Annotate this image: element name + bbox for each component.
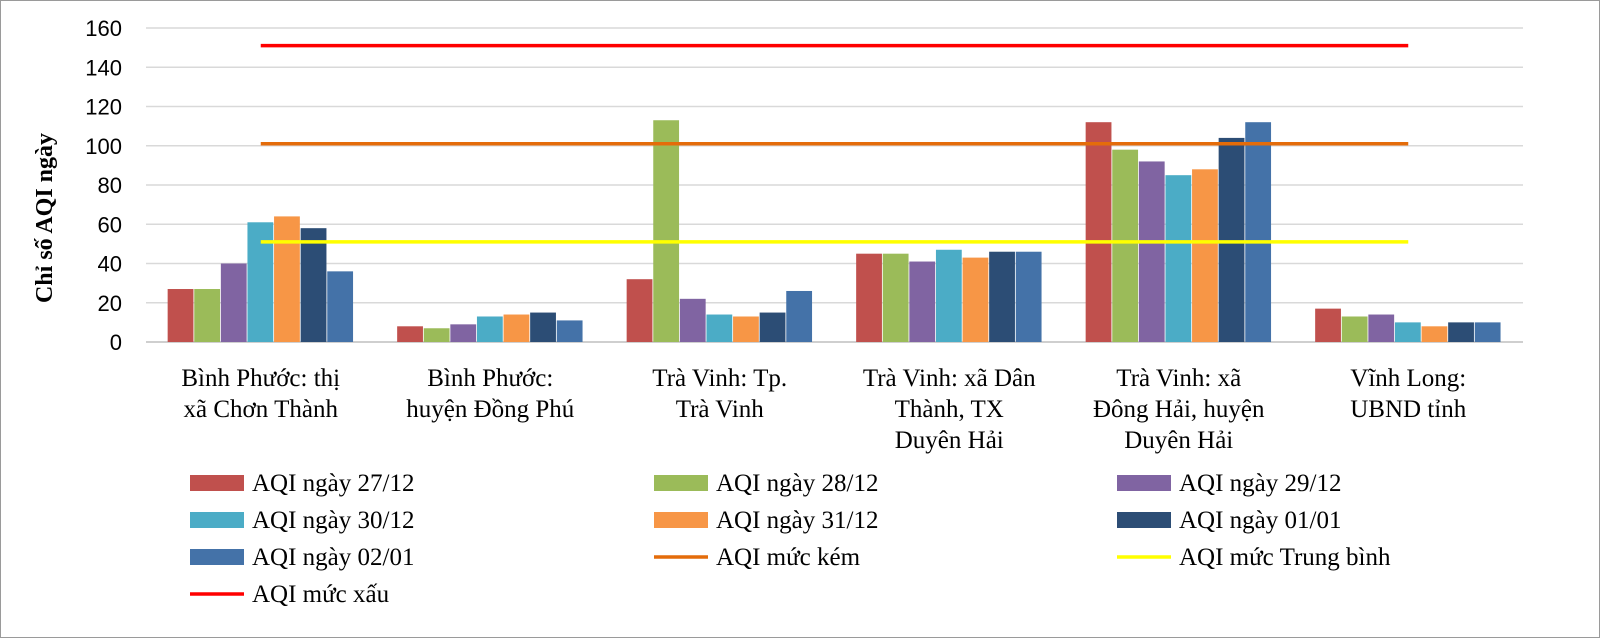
x-axis-categories: Bình Phước: thị xã Chơn Thành Bình Phước: h… [181,365,1466,454]
bar [626,279,653,342]
x-tick-label: Bình Phước: thị [181,365,340,392]
x-tick-label: Trà Vinh: xã [1116,365,1241,392]
bar [786,290,813,342]
bar [1368,314,1395,342]
bar [274,216,300,342]
bar [1341,316,1368,342]
bar [1015,251,1042,342]
bar [476,316,503,342]
legend-swatch [654,512,708,528]
bar [397,326,423,342]
x-tick-label: Trà Vinh: xã Dân [863,365,1036,392]
y-tick-label: 160 [85,16,122,41]
bar [530,312,556,342]
legend-swatch [1117,475,1171,491]
bar [556,320,583,342]
legend-label: AQI mức xấu [252,581,390,608]
x-tick-label: Duyên Hải [895,427,1004,454]
legend-swatch [190,549,244,565]
legend-swatch [190,475,244,491]
y-tick-label: 100 [85,134,122,159]
y-tick-label: 140 [85,55,122,80]
bar [300,228,327,342]
bar [194,289,221,342]
bar [423,328,450,342]
x-tick-label: Trà Vinh [676,396,765,423]
bar [1315,308,1341,342]
legend-label: AQI ngày 27/12 [252,470,414,497]
bar [653,120,680,342]
x-tick-label: Thành, TX [895,396,1004,423]
bar [1112,149,1139,342]
y-axis-label: Chỉ số AQI ngày [32,133,58,303]
legend-swatch [1117,512,1171,528]
legend-label: AQI ngày 30/12 [252,507,414,534]
legend-label: AQI ngày 31/12 [716,507,878,534]
y-tick-label: 60 [98,212,122,237]
legend-label: AQI ngày 01/01 [1179,507,1341,534]
bar [1394,322,1421,342]
x-tick-label: Duyên Hải [1124,427,1233,454]
gridlines [146,27,1523,343]
bar [706,314,733,342]
bar [1448,322,1474,342]
x-tick-label: xã Chơn Thành [184,396,339,423]
bar [759,312,786,342]
reference-lines [260,43,1409,244]
legend-label: AQI ngày 28/12 [716,470,878,497]
bar [503,314,530,342]
legend-swatch [190,512,244,528]
bar [450,324,477,342]
y-tick-label: 20 [98,291,122,316]
bar [1474,322,1501,342]
y-tick-label: 120 [85,95,122,120]
legend-label: AQI mức Trung bình [1179,544,1391,571]
bar [1218,137,1245,342]
legend-label: AQI ngày 29/12 [1179,470,1341,497]
bar [327,271,354,342]
bar [1165,175,1192,342]
x-tick-label: UBND tỉnh [1350,396,1466,423]
bar [679,298,706,342]
bar [1138,161,1165,342]
x-tick-label: Trà Vinh: Tp. [652,365,787,392]
bar [1192,169,1218,342]
bar [1085,122,1112,342]
y-tick-label: 40 [98,252,122,277]
y-axis-ticks: 0 20 40 60 80 100 120 140 160 [85,16,122,355]
legend: AQI ngày 27/12 AQI ngày 28/12 AQI ngày 29/… [190,470,1391,608]
bar [935,249,962,342]
bar [220,263,247,342]
x-tick-label: Bình Phước: [427,365,553,392]
bar [962,257,989,342]
bar [733,316,759,342]
x-tick-label: Vĩnh Long: [1350,365,1466,392]
bar [1421,326,1448,342]
bar [856,253,882,342]
legend-swatch [654,475,708,491]
legend-label: AQI mức kém [716,544,861,571]
bar [989,251,1015,342]
bar [1245,122,1272,342]
y-tick-label: 0 [110,330,122,355]
bars [167,120,1501,342]
bar [882,253,909,342]
bar [167,289,194,342]
y-tick-label: 80 [98,173,122,198]
x-tick-label: huyện Đồng Phú [406,396,575,423]
bar [909,261,936,342]
legend-label: AQI ngày 02/01 [252,544,414,571]
x-tick-label: Đông Hải, huyện [1093,396,1265,423]
